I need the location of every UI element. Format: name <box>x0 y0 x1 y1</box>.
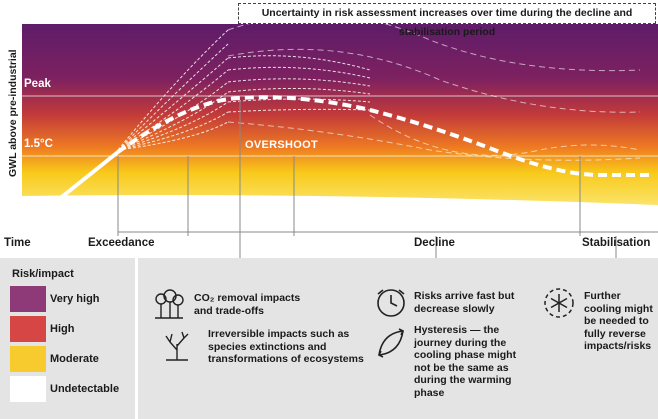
phase-brackets <box>117 100 658 258</box>
y-axis-label: GWL above pre-industrial <box>7 49 19 177</box>
peak-label: Peak <box>24 78 51 90</box>
legend-title: Risk/impact <box>12 268 74 280</box>
legend-label-very-high: Very high <box>50 293 100 305</box>
uncertainty-envelope <box>227 14 641 161</box>
phase-decline: Decline <box>414 237 455 249</box>
legend-swatch-high <box>10 316 46 342</box>
risk-gradient-band <box>22 24 658 205</box>
uncertainty-note: Uncertainty in risk assessment increases… <box>238 3 656 38</box>
overshoot-label: OVERSHOOT <box>245 139 318 151</box>
hysteresis-icon <box>374 326 408 360</box>
phase-exceedance: Exceedance <box>88 237 155 249</box>
warming-path-solid <box>56 150 120 202</box>
legend-label-undetectable: Undetectable <box>50 383 120 395</box>
warming-path-dashed <box>116 95 650 177</box>
impact-risks-fast: Risks arrive fast but decrease slowly <box>414 290 515 315</box>
clock-icon <box>374 286 408 320</box>
threshold-label: 1.5°C <box>24 138 53 150</box>
impact-irreversible: Irreversible impacts such as species ext… <box>208 328 364 365</box>
phase-stabilisation: Stabilisation <box>582 237 651 249</box>
impact-co2-removal: CO₂ removal impacts and trade-offs <box>194 292 301 317</box>
legend-label-moderate: Moderate <box>50 353 99 365</box>
tree-removal-icon <box>152 288 186 322</box>
impacts-panel: CO₂ removal impacts and trade-offs Irrev… <box>138 258 658 419</box>
x-axis-label: Time <box>4 237 31 249</box>
legend-label-high: High <box>50 323 75 335</box>
impact-further-cooling: Further cooling might be needed to fully… <box>584 290 653 352</box>
impact-hysteresis: Hysteresis — the journey during the cool… <box>414 324 517 399</box>
legend-swatch-moderate <box>10 346 46 372</box>
snowflake-icon <box>542 286 576 320</box>
legend-swatch-very-high <box>10 286 46 312</box>
dead-tree-icon <box>160 328 194 362</box>
legend-panel: Risk/impact Very high High Moderate Unde… <box>0 258 135 419</box>
overshoot-diagram <box>22 14 658 258</box>
legend-swatch-undetectable <box>10 376 46 402</box>
